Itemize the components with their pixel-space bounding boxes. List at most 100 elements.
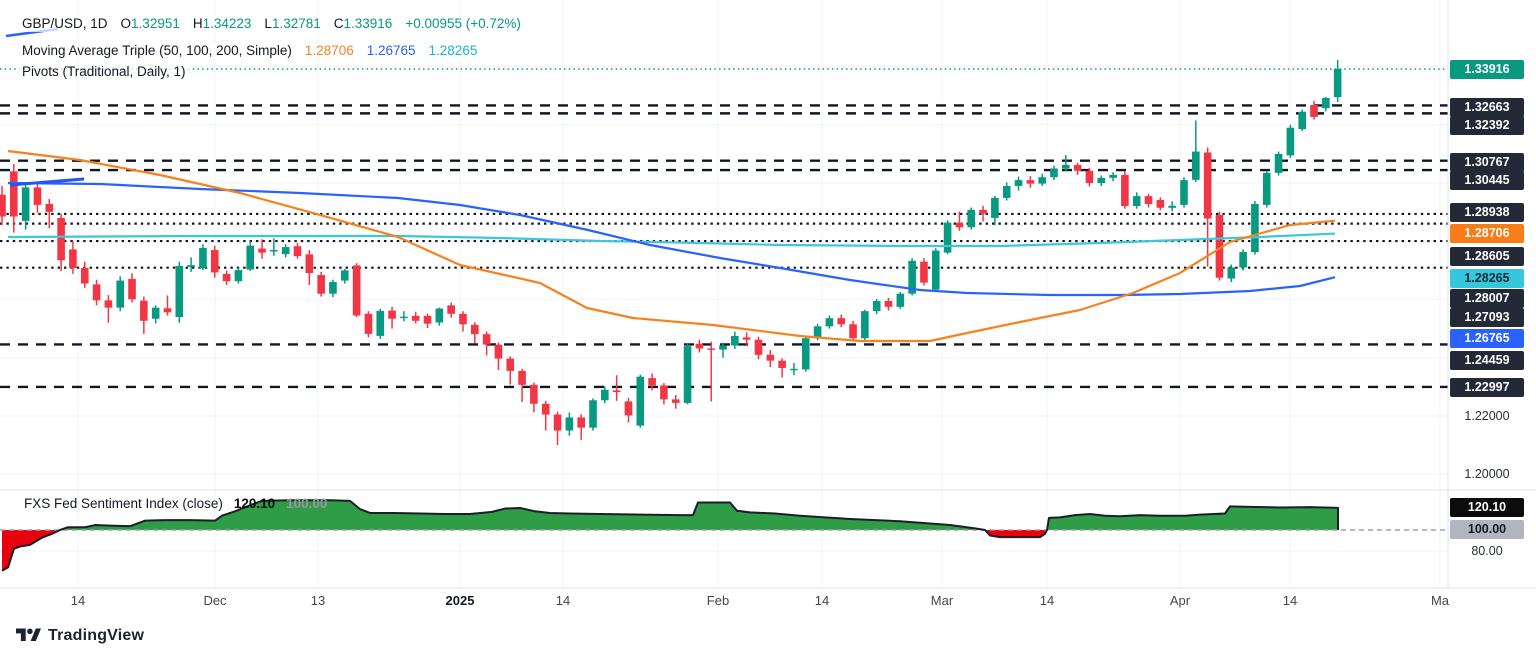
candle-body [1121,174,1129,207]
candle-body [683,346,692,403]
candle-body [435,308,444,323]
price-axis-label: 1.28007 [1450,288,1524,308]
candle-body [222,273,231,282]
pivots-indicator-title[interactable]: Pivots (Traditional, Daily, 1) [22,64,186,79]
candle-body [908,260,916,294]
ohlc-high: H1.34223 [192,16,252,31]
price-axis-label: 1.26765 [1450,328,1524,348]
candle-body [1322,98,1330,109]
candle-body [1132,196,1141,207]
ma-indicator-title[interactable]: Moving Average Triple (50, 100, 200, Sim… [22,43,292,58]
candle-body [92,284,101,301]
sentiment-outline [1,499,1339,572]
sentiment-area-negative [985,530,1047,538]
candle-body [967,209,976,228]
ma50-line [7,149,1336,343]
time-axis-label: Dec [203,593,227,608]
candle-body [719,345,727,350]
price-axis-label: 1.32663 [1450,97,1524,117]
price-axis-label: 1.30767 [1450,152,1524,172]
sentiment-legend-row[interactable]: FXS Fed Sentiment Index (close) 120.10 1… [24,496,327,511]
candle-body [766,354,775,361]
candle-body [1085,170,1094,184]
candle-body [21,187,30,221]
candle-body [210,250,219,273]
candle-body [648,378,656,386]
candle-body [1262,172,1271,205]
ohlc-low: L1.32781 [264,16,321,31]
candle-body [861,311,869,339]
candle-body [778,360,786,368]
candle-body [1062,164,1070,169]
candle-body [565,417,574,431]
candle-body [1310,104,1318,117]
candle-body [352,265,361,316]
candle-body [45,204,54,212]
sentiment-value: 120.10 [233,496,276,511]
time-axis-label: 14 [70,593,86,608]
candle-body [1038,177,1046,184]
candle-body [234,270,243,282]
candle-body [920,261,928,283]
candle-body [57,217,65,261]
candle-body [494,344,503,359]
candle-body [281,247,290,255]
candle-body [1097,177,1106,184]
time-axis-label: 13 [310,593,326,608]
sentiment-area-negative [2,530,60,571]
candle-body [707,348,715,350]
price-axis-label: 1.28938 [1450,202,1524,222]
candle-body [151,307,160,319]
candle-body [1192,151,1200,180]
candle-body [1227,267,1236,279]
candle-body [140,300,148,321]
time-axis-label: 2025 [445,593,475,608]
time-axis-label: Mar [930,593,954,608]
ma200-line [7,232,1336,248]
symbol-name[interactable]: GBP/USD, 1D [22,16,108,31]
candle-body [1073,164,1082,171]
candle-body [270,250,278,252]
candle-body [825,318,834,327]
candle-body [518,370,526,385]
sentiment-indicator-title[interactable]: FXS Fed Sentiment Index (close) [24,496,223,511]
candle-body [754,339,763,355]
candle-body [849,324,857,339]
candle-body [1002,185,1011,198]
candle-body [671,399,680,403]
candle-body [471,324,479,335]
candle-body [411,315,420,321]
candle-body [612,390,621,393]
candle-body [388,310,396,319]
sentiment-area-positive [1047,506,1338,530]
price-axis-label: 1.28265 [1450,268,1524,288]
ma-legend-row[interactable]: Moving Average Triple (50, 100, 200, Sim… [18,42,482,59]
candle-body [1144,196,1153,205]
candle-body [1156,199,1165,208]
ma100-line [7,181,1336,297]
candle-body [660,385,668,400]
ma200-value: 1.28265 [428,43,478,58]
price-axis-label: 1.22000 [1464,408,1510,423]
candle-body [837,318,846,325]
candle-body [187,265,195,267]
time-axis-label: Ma [1430,593,1450,608]
price-axis-label: 1.20000 [1464,466,1510,481]
pivots-legend-row[interactable]: Pivots (Traditional, Daily, 1) [18,63,190,80]
candle-body [258,248,266,253]
ma50-value: 1.28706 [304,43,354,58]
price-axis-label: 1.24459 [1450,350,1524,370]
price-axis-label: 1.32392 [1450,115,1524,135]
tradingview-watermark[interactable]: TradingView [16,625,144,646]
candle-body [801,338,810,370]
candle-body [175,266,184,317]
candle-body [128,278,136,300]
symbol-legend-row[interactable]: GBP/USD, 1D O1.32951 H1.34223 L1.32781 C… [18,15,525,32]
candle-body [69,249,77,269]
candle-body [447,305,455,314]
candle-body [1333,69,1342,98]
candle-body [482,334,491,345]
